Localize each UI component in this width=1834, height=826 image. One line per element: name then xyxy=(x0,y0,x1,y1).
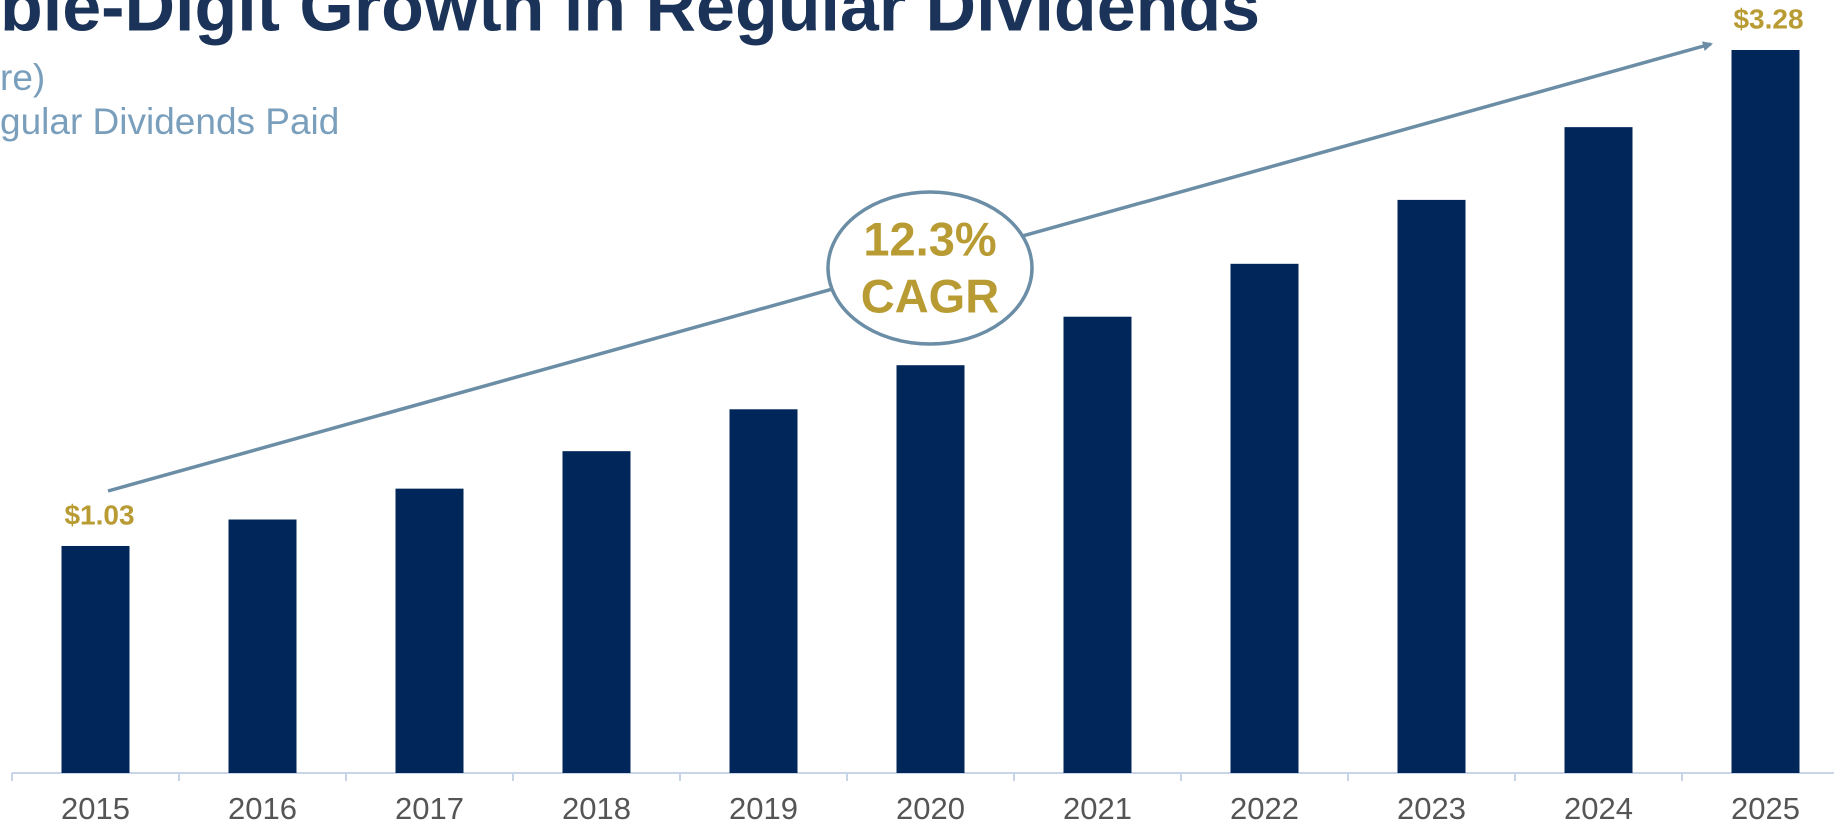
subtitle: re) xyxy=(0,57,45,98)
x-tick-label: 2016 xyxy=(228,791,297,826)
subtitle: gular Dividends Paid xyxy=(0,101,339,142)
bar xyxy=(228,519,297,773)
x-tick-label: 2021 xyxy=(1063,791,1132,826)
bar xyxy=(896,365,965,773)
bar xyxy=(1731,50,1800,773)
bar xyxy=(1063,316,1132,773)
x-tick-label: 2025 xyxy=(1731,791,1800,826)
x-tick-label: 2017 xyxy=(395,791,464,826)
bar xyxy=(562,451,631,773)
value-label: $1.03 xyxy=(64,499,134,530)
bar xyxy=(1230,263,1299,773)
x-tick-label: 2024 xyxy=(1564,791,1633,826)
x-tick-label: 2015 xyxy=(61,791,130,826)
bar xyxy=(1564,127,1633,773)
bar xyxy=(395,488,464,773)
x-tick-label: 2022 xyxy=(1230,791,1299,826)
annotation: 12.3% xyxy=(863,212,996,265)
bar xyxy=(61,545,130,773)
cagr-ellipse xyxy=(826,190,1034,346)
bar xyxy=(1397,199,1466,773)
value-label: $3.28 xyxy=(1733,3,1803,34)
x-tick-label: 2019 xyxy=(729,791,798,826)
x-tick-label: 2020 xyxy=(896,791,965,826)
x-tick-label: 2023 xyxy=(1397,791,1466,826)
chart-title: ble-Digit Growth in Regular Dividends xyxy=(0,0,1260,45)
x-tick-label: 2018 xyxy=(562,791,631,826)
annotation: CAGR xyxy=(861,269,999,322)
bar xyxy=(729,409,798,773)
